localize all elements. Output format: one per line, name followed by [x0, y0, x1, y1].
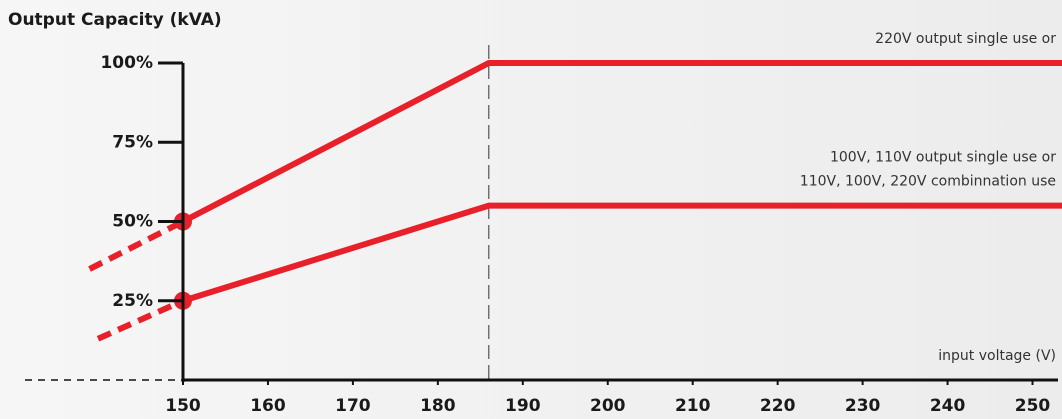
y-tick-label: 50%	[112, 212, 153, 232]
capacity-line	[181, 60, 1062, 225]
x-tick-label: 240	[930, 396, 966, 416]
x-tick-label: 160	[250, 396, 286, 416]
x-tick-label: 150	[165, 396, 201, 416]
dashed-line	[96, 298, 185, 342]
x-tick-label: 190	[505, 396, 541, 416]
x-tick-label: 200	[590, 396, 626, 416]
annotation: 100V, 110V output single use or	[830, 150, 1056, 166]
capacity-line	[182, 202, 1062, 304]
chart-title: Output Capacity (kVA)	[8, 10, 222, 30]
x-tick-label: 170	[335, 396, 371, 416]
dashed-line	[88, 218, 185, 272]
x-tick-label: 230	[845, 396, 881, 416]
x-axis-label: input voltage (V)	[938, 348, 1056, 364]
x-tick-label: 210	[675, 396, 711, 416]
x-tick-label: 250	[1015, 396, 1051, 416]
x-tick-label: 180	[420, 396, 456, 416]
y-tick-label: 100%	[100, 53, 153, 73]
x-tick-label: 220	[760, 396, 796, 416]
y-tick-label: 75%	[112, 132, 153, 152]
y-tick-label: 25%	[112, 291, 153, 311]
annotation: 110V, 100V, 220V combinnation use	[800, 174, 1056, 190]
annotation: 220V output single use or	[875, 31, 1056, 47]
